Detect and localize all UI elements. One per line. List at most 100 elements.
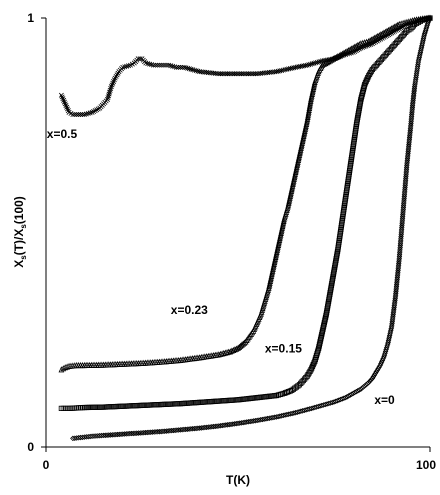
data-point xyxy=(305,110,312,117)
data-point xyxy=(95,433,101,439)
series-annotation: x=0.15 xyxy=(265,342,302,356)
data-point xyxy=(362,81,368,88)
y-axis-label-mid: (T)/X xyxy=(12,229,26,256)
axes xyxy=(41,17,431,452)
data-point xyxy=(177,64,183,70)
data-point xyxy=(306,104,313,112)
data-point xyxy=(394,21,401,28)
series-annotation: x=0 xyxy=(374,393,395,407)
data-point xyxy=(62,364,69,371)
data-point xyxy=(224,349,230,356)
data-point xyxy=(137,56,143,62)
y-axis-label-main: X xyxy=(12,260,26,268)
data-point xyxy=(64,363,70,370)
data-point xyxy=(154,62,160,68)
data-point xyxy=(310,362,316,368)
y-axis-label-sub1: s xyxy=(19,255,28,260)
data-point xyxy=(306,103,313,110)
data-point xyxy=(373,369,380,375)
data-point xyxy=(306,106,312,113)
data-point xyxy=(426,16,433,23)
data-point xyxy=(304,115,311,122)
data-point xyxy=(93,433,99,439)
y-axis-label: Xs(T)/Xs(100) xyxy=(12,196,28,268)
data-point xyxy=(222,349,229,356)
data-point xyxy=(406,18,412,25)
data-point xyxy=(304,113,311,120)
series-annotation: x=0.5 xyxy=(47,127,78,141)
data-point xyxy=(364,380,371,387)
data-point xyxy=(365,75,371,81)
data-point xyxy=(360,86,367,93)
data-point xyxy=(400,19,406,26)
data-point xyxy=(307,99,314,106)
y-axis-label-sub2: s xyxy=(19,224,28,229)
data-point xyxy=(359,91,365,98)
data-point xyxy=(370,373,377,380)
data-point xyxy=(74,112,80,118)
data-point xyxy=(215,351,222,358)
data-point xyxy=(158,62,164,68)
data-point xyxy=(359,90,366,96)
data-point xyxy=(160,62,166,68)
data-point xyxy=(375,365,381,372)
annotation-layer: x=0.5 x=0.23 x=0.15 x=0 xyxy=(47,127,395,407)
y-tick-label-1: 1 xyxy=(27,11,34,25)
data-point xyxy=(358,96,364,103)
data-point xyxy=(363,78,369,84)
data-point xyxy=(396,20,403,28)
x-tick-label-0: 0 xyxy=(43,458,50,472)
data-point xyxy=(359,93,365,99)
data-point xyxy=(361,83,367,89)
series-annotation: x=0.23 xyxy=(171,303,208,317)
data-point xyxy=(96,432,103,439)
series-x-0-23 xyxy=(58,14,433,373)
data-point xyxy=(78,112,84,118)
data-point xyxy=(359,39,366,46)
data-point xyxy=(58,366,65,373)
data-point xyxy=(60,365,67,372)
data-point xyxy=(367,378,373,384)
data-point xyxy=(398,20,405,27)
x-axis-label: T(K) xyxy=(226,473,250,487)
data-point xyxy=(220,349,227,357)
data-point xyxy=(404,18,410,25)
data-point xyxy=(70,112,76,118)
data-point xyxy=(135,56,141,62)
data-point xyxy=(376,364,382,370)
data-point xyxy=(156,62,162,68)
data-point xyxy=(219,350,225,357)
data-point xyxy=(362,80,369,86)
data-point xyxy=(307,368,313,374)
data-point xyxy=(364,76,370,82)
data-point xyxy=(308,367,314,373)
data-point xyxy=(91,433,97,439)
data-point xyxy=(369,375,376,382)
data-point xyxy=(427,15,433,21)
data-point xyxy=(76,112,82,118)
data-point xyxy=(358,40,364,47)
series-x-0 xyxy=(70,15,433,442)
data-point xyxy=(371,372,378,378)
x-tick-label-100: 100 xyxy=(416,458,436,472)
data-point xyxy=(361,85,367,91)
data-point xyxy=(368,377,374,383)
data-point xyxy=(175,64,181,70)
series-x-0-15 xyxy=(58,15,433,411)
data-point xyxy=(287,388,293,394)
y-tick-label-0: 0 xyxy=(27,440,34,454)
data-point xyxy=(360,88,366,94)
data-point xyxy=(361,39,368,46)
data-point xyxy=(311,360,317,366)
data-point xyxy=(72,112,78,118)
data-point xyxy=(305,108,312,115)
data-point xyxy=(162,62,168,68)
data-point xyxy=(372,370,379,377)
data-point xyxy=(225,348,232,355)
data-point xyxy=(217,350,224,357)
data-point xyxy=(363,38,370,45)
data-point xyxy=(152,62,158,68)
data-point xyxy=(374,367,380,374)
data-point xyxy=(89,433,95,440)
